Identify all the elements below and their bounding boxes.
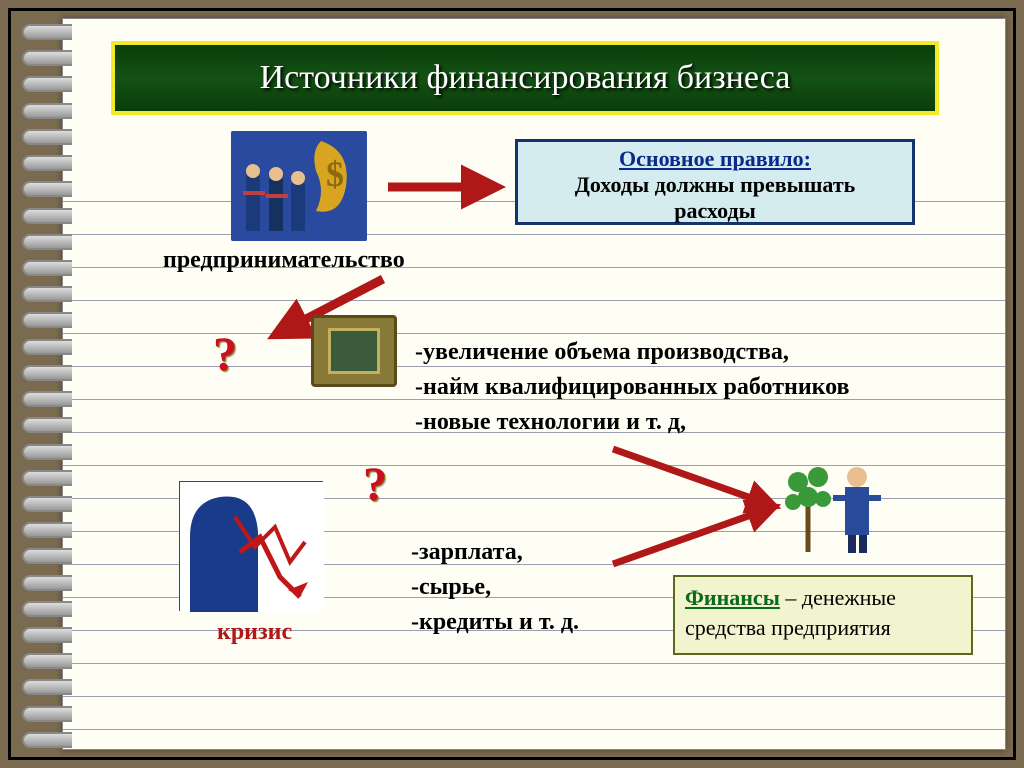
spiral-ring xyxy=(22,440,74,460)
spiral-ring xyxy=(22,623,74,643)
spiral-ring xyxy=(22,597,74,617)
entrepreneur-image: $ xyxy=(231,131,367,241)
business-people-dollar-icon: $ xyxy=(231,131,367,241)
spiral-ring xyxy=(22,282,74,302)
finance-term: Финансы xyxy=(685,585,780,610)
spiral-ring xyxy=(22,361,74,381)
expense-item-2: -сырье, xyxy=(411,570,579,605)
spiral-ring xyxy=(22,72,74,92)
spiral-ring xyxy=(22,99,74,119)
main-rule-box: Основное правило: Доходы должны превышат… xyxy=(515,139,915,225)
spiral-ring xyxy=(22,649,74,669)
question-mark-1: ? xyxy=(213,327,237,382)
svg-text:$: $ xyxy=(326,154,344,194)
arrow-to-rule xyxy=(383,167,513,207)
spiral-binding xyxy=(22,20,74,748)
spiral-ring xyxy=(22,256,74,276)
spiral-ring xyxy=(22,177,74,197)
spiral-ring xyxy=(22,466,74,486)
notebook-page: Источники финансирования бизнеса Основно… xyxy=(62,18,1006,750)
rule-body-2: расходы xyxy=(518,198,912,224)
head-chart-down-icon xyxy=(180,482,324,612)
spiral-ring xyxy=(22,675,74,695)
spiral-ring xyxy=(22,204,74,224)
spiral-ring xyxy=(22,46,74,66)
growth-item-3: -новые технологии и т. д, xyxy=(415,405,850,440)
growth-item-1: -увеличение объема производства, xyxy=(415,335,850,370)
crisis-label: кризис xyxy=(217,619,292,646)
spiral-ring xyxy=(22,308,74,328)
spiral-ring xyxy=(22,387,74,407)
expense-item-1: -зарплата, xyxy=(411,535,579,570)
growth-list: -увеличение объема производства, -найм к… xyxy=(415,335,850,440)
spiral-ring xyxy=(22,230,74,250)
finance-definition-box: Финансы – денежные средства предприятия xyxy=(673,575,973,655)
spiral-ring xyxy=(22,413,74,433)
entrepreneur-label: предпринимательство xyxy=(163,247,405,274)
spiral-ring xyxy=(22,518,74,538)
expense-list: -зарплата, -сырье, -кредиты и т. д. xyxy=(411,535,579,640)
money-tree-person-icon xyxy=(773,447,903,557)
spiral-ring xyxy=(22,335,74,355)
rule-body-1: Доходы должны превышать xyxy=(518,172,912,198)
spiral-ring xyxy=(22,544,74,564)
spiral-ring xyxy=(22,571,74,591)
money-tree-image xyxy=(773,447,903,557)
slide-title: Источники финансирования бизнеса xyxy=(260,59,791,97)
question-mark-2: ? xyxy=(363,457,387,512)
spiral-ring xyxy=(22,702,74,722)
spiral-ring xyxy=(22,492,74,512)
spiral-ring xyxy=(22,151,74,171)
rule-heading: Основное правило: xyxy=(518,146,912,172)
growth-item-2: -найм квалифицированных работников xyxy=(415,370,850,405)
spiral-ring xyxy=(22,728,74,748)
expense-item-3: -кредиты и т. д. xyxy=(411,605,579,640)
spiral-ring xyxy=(22,125,74,145)
safe-image xyxy=(311,315,397,387)
crisis-image xyxy=(179,481,323,611)
title-banner: Источники финансирования бизнеса xyxy=(111,41,939,115)
spiral-ring xyxy=(22,20,74,40)
